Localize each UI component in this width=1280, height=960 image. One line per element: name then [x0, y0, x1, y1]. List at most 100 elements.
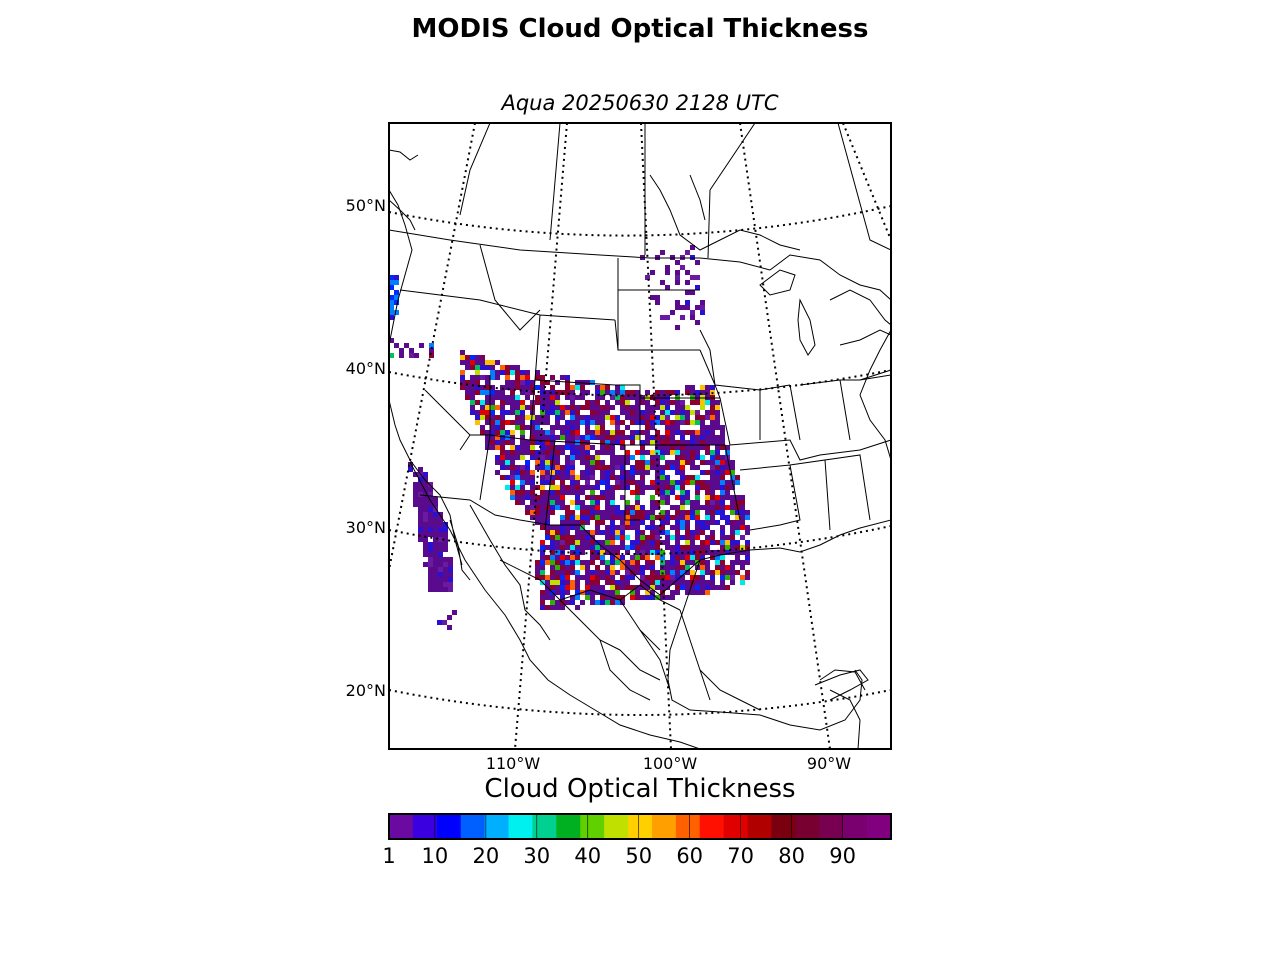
- cloud-pixel: [705, 430, 710, 435]
- cloud-pixel: [615, 590, 620, 595]
- colorbar-segment: [747, 814, 773, 839]
- cloud-pixel: [540, 465, 545, 470]
- cloud-pixel: [615, 580, 620, 585]
- cloud-pixel: [535, 435, 540, 440]
- cloud-pixel: [540, 545, 545, 550]
- cloud-pixel: [595, 450, 600, 455]
- cloud-pixel: [495, 395, 500, 400]
- cloud-pixel: [690, 555, 695, 560]
- cloud-pixel: [710, 480, 715, 485]
- cloud-pixel: [605, 545, 610, 550]
- cloud-pixel: [565, 520, 570, 525]
- cloud-pixel: [555, 395, 560, 400]
- cloud-pixel: [605, 385, 610, 390]
- cloud-pixel: [595, 575, 600, 580]
- cloud-pixel: [490, 440, 495, 445]
- cloud-pixel: [680, 435, 685, 440]
- cloud-pixel: [570, 540, 575, 545]
- cloud-pixel: [580, 510, 585, 515]
- cloud-pixel: [585, 450, 590, 455]
- cloud-pixel: [555, 600, 560, 605]
- cloud-pixel: [600, 470, 605, 475]
- cloud-pixel: [540, 435, 545, 440]
- cloud-pixel: [670, 505, 675, 510]
- cloud-pixel: [615, 440, 620, 445]
- cloud-pixel: [438, 542, 443, 547]
- cloud-pixel: [570, 450, 575, 455]
- cloud-pixel: [730, 510, 735, 515]
- cloud-pixel: [610, 420, 615, 425]
- cloud-pixel: [705, 440, 710, 445]
- cloud-pixel: [565, 535, 570, 540]
- cloud-pixel: [429, 343, 434, 348]
- cloud-pixel: [620, 445, 625, 450]
- cloud-pixel: [635, 490, 640, 495]
- cloud-pixel: [700, 575, 705, 580]
- cloud-pixel: [685, 590, 690, 595]
- cloud-pixel: [590, 465, 595, 470]
- cloud-pixel: [600, 570, 605, 575]
- cloud-pixel: [550, 480, 555, 485]
- cloud-pixel: [590, 495, 595, 500]
- cloud-pixel: [438, 527, 443, 532]
- cloud-pixel: [555, 380, 560, 385]
- cloud-pixel: [700, 570, 705, 575]
- cloud-pixel: [690, 440, 695, 445]
- cloud-pixel: [520, 490, 525, 495]
- cloud-pixel: [460, 360, 465, 365]
- cloud-pixel: [645, 540, 650, 545]
- cloud-pixel: [735, 570, 740, 575]
- cloud-pixel: [428, 512, 433, 517]
- cloud-pixel: [625, 405, 630, 410]
- cloud-pixel: [540, 605, 545, 610]
- cloud-pixel: [605, 480, 610, 485]
- cloud-pixel: [433, 547, 438, 552]
- cloud-pixel: [620, 585, 625, 590]
- cloud-pixel: [540, 410, 545, 415]
- cloud-pixel: [570, 500, 575, 505]
- cloud-pixel: [535, 510, 540, 515]
- cloud-pixel: [740, 520, 745, 525]
- cloud-pixel: [650, 405, 655, 410]
- cloud-pixel: [433, 532, 438, 537]
- cloud-pixel: [640, 480, 645, 485]
- cloud-pixel: [600, 550, 605, 555]
- cloud-pixel: [575, 540, 580, 545]
- cloud-pixel: [520, 435, 525, 440]
- cloud-pixel: [550, 390, 555, 395]
- cloud-pixel: [670, 460, 675, 465]
- cloud-pixel: [520, 445, 525, 450]
- cloud-pixel: [570, 460, 575, 465]
- cloud-pixel: [570, 485, 575, 490]
- cloud-pixel: [595, 585, 600, 590]
- cloud-pixel: [555, 500, 560, 505]
- cloud-pixel: [675, 280, 680, 285]
- cloud-pixel: [399, 348, 404, 353]
- cloud-pixel: [535, 500, 540, 505]
- cloud-pixel: [505, 395, 510, 400]
- cloud-pixel: [565, 440, 570, 445]
- cloud-pixel: [620, 390, 625, 395]
- cloud-pixel: [600, 475, 605, 480]
- cloud-pixel: [475, 380, 480, 385]
- cloud-pixel: [620, 405, 625, 410]
- cloud-pixel: [465, 395, 470, 400]
- cloud-pixel: [680, 585, 685, 590]
- cloud-pixel: [389, 315, 394, 320]
- cloud-pixel: [720, 560, 725, 565]
- cloud-pixel: [565, 590, 570, 595]
- cloud-pixel: [660, 540, 665, 545]
- cloud-pixel: [640, 445, 645, 450]
- cloud-pixel: [580, 545, 585, 550]
- cloud-pixel: [545, 450, 550, 455]
- cloud-pixel: [695, 535, 700, 540]
- cloud-pixel: [500, 465, 505, 470]
- cloud-pixel: [465, 355, 470, 360]
- cloud-pixel: [615, 535, 620, 540]
- cloud-pixel: [680, 525, 685, 530]
- cloud-pixel: [665, 520, 670, 525]
- cloud-pixel: [640, 465, 645, 470]
- cloud-pixel: [570, 595, 575, 600]
- cloud-pixel: [590, 585, 595, 590]
- cloud-pixel: [700, 505, 705, 510]
